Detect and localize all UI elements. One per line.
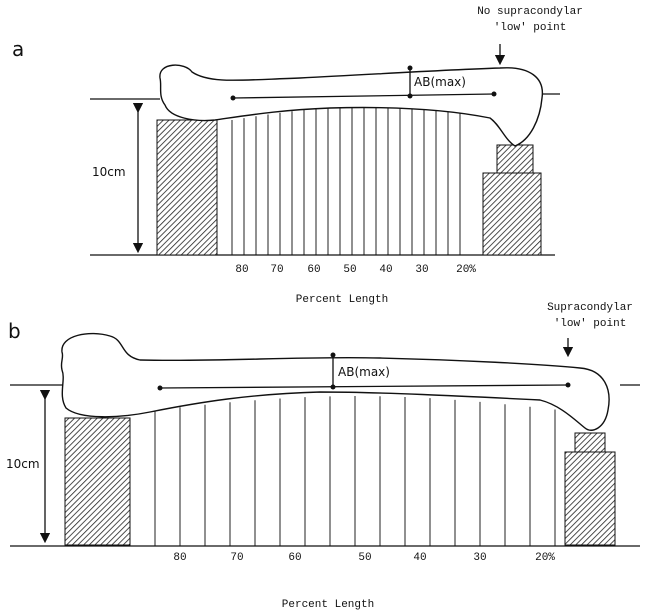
right-block-top — [497, 145, 533, 173]
annotation: 'low' point — [494, 22, 567, 34]
point — [408, 66, 413, 71]
figure: a No supracondylar 'low' point AB(max) 1… — [0, 0, 645, 613]
annotation: Supracondylar — [547, 302, 633, 314]
point — [566, 383, 571, 388]
point — [331, 385, 336, 390]
axis-title: Percent Length — [282, 599, 374, 611]
annotation: No supracondylar — [477, 6, 583, 18]
measure-label: AB(max) — [414, 75, 466, 89]
tick-label: 30 — [415, 264, 428, 276]
height-label: 10cm — [6, 457, 40, 471]
panel-label: a — [12, 37, 24, 61]
measure-label: AB(max) — [338, 365, 390, 379]
annotation: 'low' point — [554, 318, 627, 330]
tick-label: 70 — [230, 552, 243, 564]
right-block — [483, 173, 541, 255]
panel-a: a No supracondylar 'low' point AB(max) 1… — [12, 6, 583, 306]
tick-label: 40 — [379, 264, 392, 276]
panel-b: b Supracondylar 'low' point AB(max) 10cm… — [6, 302, 640, 611]
point — [158, 386, 163, 391]
tick-label: 30 — [473, 552, 486, 564]
right-block — [565, 452, 615, 545]
tick-label: 80 — [173, 552, 186, 564]
point — [492, 92, 497, 97]
point — [408, 94, 413, 99]
tick-label: 80 — [235, 264, 248, 276]
axis-title: Percent Length — [296, 294, 388, 306]
tick-label: 20% — [456, 264, 476, 276]
section-lines — [232, 105, 460, 255]
left-block — [65, 418, 130, 545]
tick-label: 40 — [413, 552, 426, 564]
left-block — [157, 120, 217, 255]
panel-label: b — [8, 319, 21, 343]
tick-label: 20% — [535, 552, 555, 564]
femur — [61, 334, 609, 431]
tick-label: 70 — [270, 264, 283, 276]
point — [331, 353, 336, 358]
tick-label: 50 — [358, 552, 371, 564]
tick-label: 60 — [288, 552, 301, 564]
right-block-top — [575, 433, 605, 452]
tick-label: 60 — [307, 264, 320, 276]
tick-label: 50 — [343, 264, 356, 276]
section-lines — [155, 396, 555, 546]
height-label: 10cm — [92, 165, 126, 179]
point — [231, 96, 236, 101]
